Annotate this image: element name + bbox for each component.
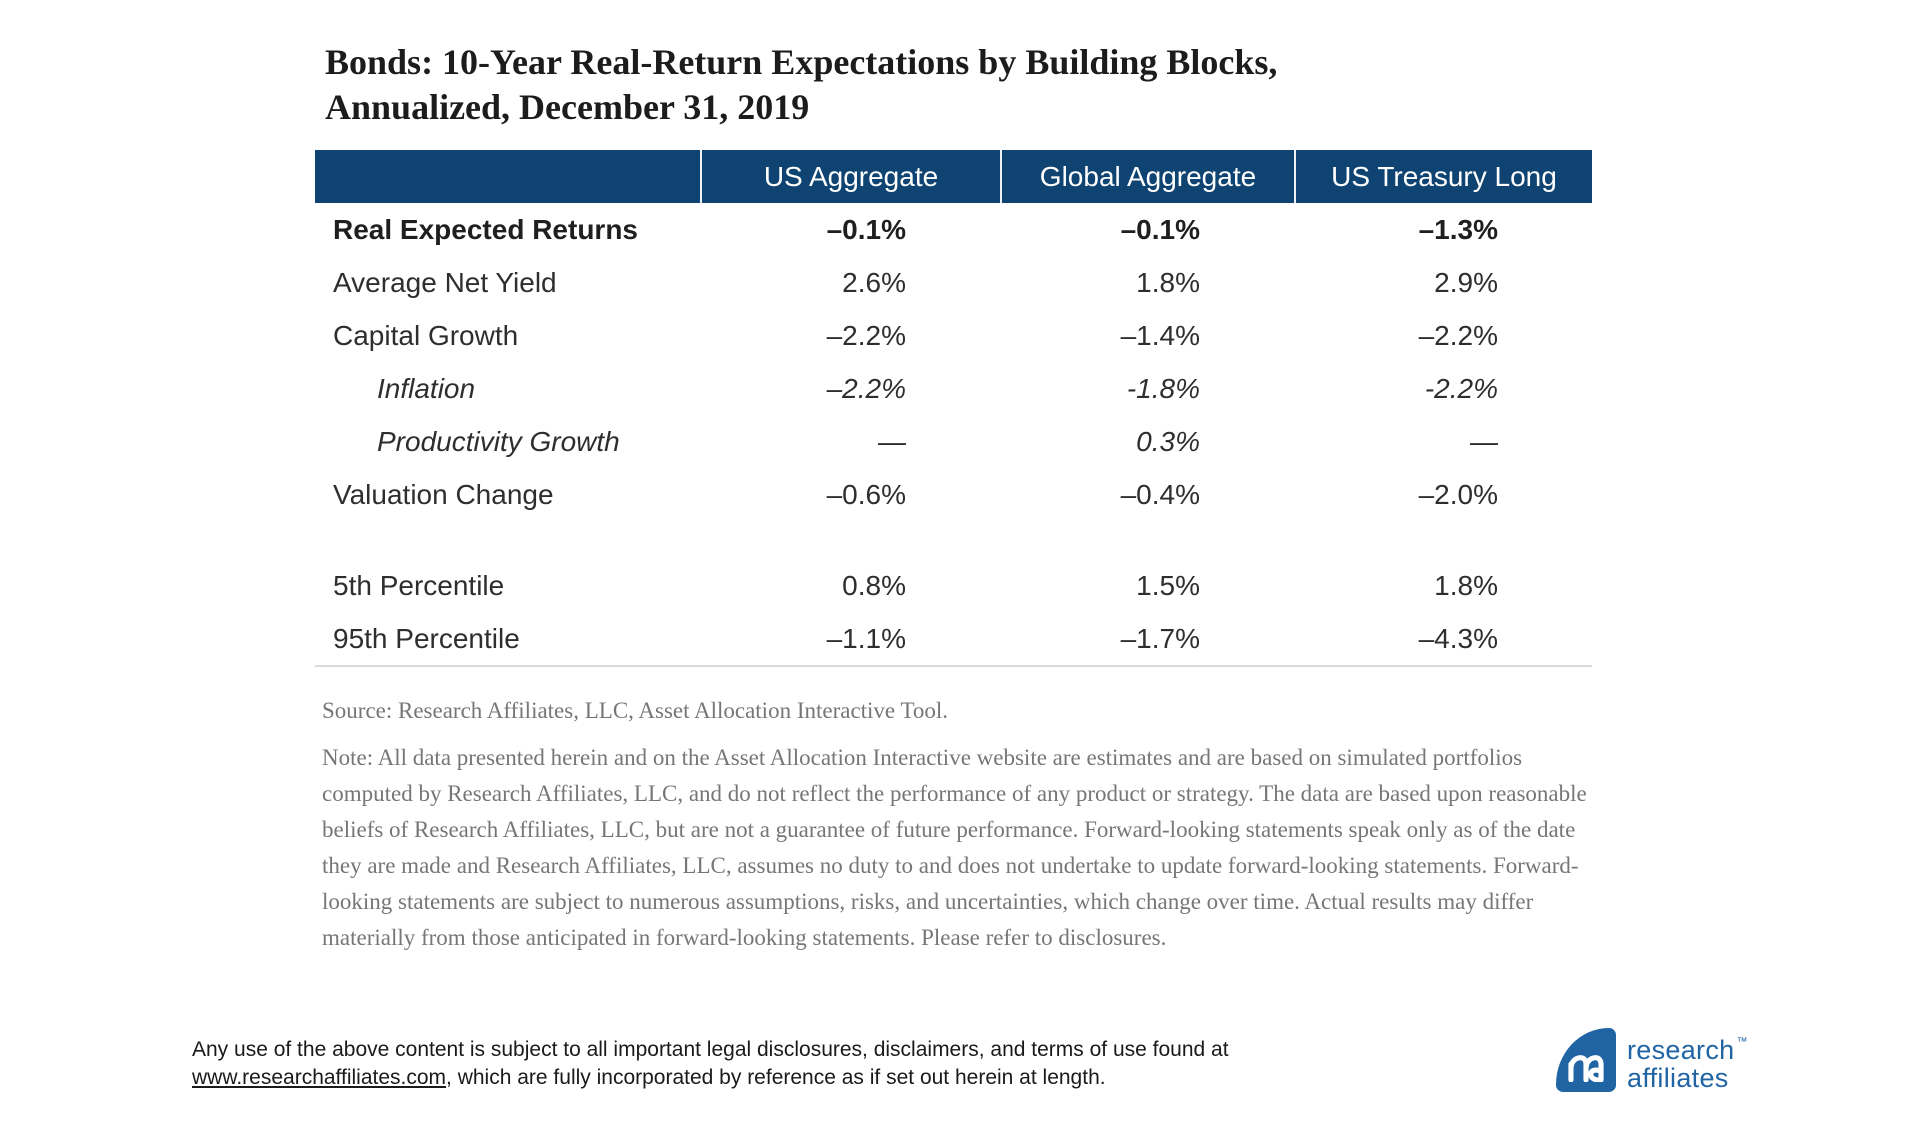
table-row: Capital Growth –2.2% –1.4% –2.2%	[315, 309, 1592, 362]
row-label: 95th Percentile	[333, 622, 520, 654]
cell-value: –1.1%	[826, 622, 906, 654]
column-header: US Aggregate	[700, 150, 1000, 203]
cell-value: 0.3%	[1136, 425, 1200, 457]
empty-header-cell	[315, 150, 700, 203]
table-row: Inflation –2.2% -1.8% -2.2%	[315, 362, 1592, 415]
footer-link[interactable]: www.researchaffiliates.com	[192, 1066, 447, 1089]
cell-value: –2.0%	[1418, 478, 1498, 510]
row-label: Average Net Yield	[333, 266, 557, 298]
ra-monogram-icon	[1556, 1028, 1616, 1092]
table-row: Average Net Yield 2.6% 1.8% 2.9%	[315, 256, 1592, 309]
source-note: Source: Research Affiliates, LLC, Asset …	[322, 698, 949, 723]
row-label: Valuation Change	[333, 478, 554, 510]
column-header: US Treasury Long	[1294, 150, 1592, 203]
page-title: Bonds: 10-Year Real-Return Expectations …	[325, 40, 1575, 130]
cell-value: –2.2%	[826, 372, 906, 404]
table-row: 5th Percentile 0.8% 1.5% 1.8%	[315, 559, 1592, 612]
logo-line-1: research ™	[1627, 1035, 1748, 1065]
cell-value: -1.8%	[1126, 372, 1200, 404]
logo-line-2: affiliates	[1627, 1063, 1729, 1093]
disclaimer-note: Note: All data presented herein and on t…	[322, 745, 1587, 950]
trademark-symbol: ™	[1736, 1036, 1748, 1048]
cell-value: 2.6%	[842, 266, 906, 298]
cell-value: —	[878, 425, 906, 457]
cell-value: 0.8%	[842, 569, 906, 601]
cell-value: –1.4%	[1120, 319, 1200, 351]
cell-value: –2.2%	[1418, 319, 1498, 351]
table-header-row: US Aggregate Global Aggregate US Treasury …	[315, 150, 1592, 203]
row-label: 5th Percentile	[333, 569, 505, 601]
table-row: Productivity Growth — 0.3% —	[315, 415, 1592, 468]
cell-value: –1.3%	[1418, 213, 1498, 245]
cell-value: –0.4%	[1120, 478, 1200, 510]
table-row: Real Expected Returns –0.1% –0.1% –1.3%	[315, 203, 1592, 256]
row-label: Capital Growth	[333, 319, 519, 351]
cell-value: –0.1%	[1120, 213, 1200, 245]
column-header: Global Aggregate	[1000, 150, 1294, 203]
logo-wordmark: research ™ affiliates	[1627, 1028, 1748, 1092]
footer-legal: Any use of the above content is subject …	[192, 1036, 1452, 1092]
cell-value: -2.2%	[1424, 372, 1498, 404]
cell-value: —	[1470, 425, 1498, 457]
row-label: Inflation	[377, 372, 476, 404]
row-label: Productivity Growth	[377, 425, 620, 457]
footer-text-2: , which are fully incorporated by refere…	[446, 1066, 1106, 1089]
cell-value: 1.5%	[1136, 569, 1200, 601]
returns-table: US Aggregate Global Aggregate US Treasury …	[315, 150, 1592, 667]
cell-value: –2.2%	[826, 319, 906, 351]
cell-value: –4.3%	[1418, 622, 1498, 654]
row-label: Real Expected Returns	[333, 213, 638, 245]
cell-value: 1.8%	[1136, 266, 1200, 298]
table-row: Valuation Change –0.6% –0.4% –2.0%	[315, 468, 1592, 521]
table-body: Real Expected Returns –0.1% –0.1% –1.3% Aver…	[315, 203, 1592, 667]
cell-value: 2.9%	[1434, 266, 1498, 298]
table-row: 95th Percentile –1.1% –1.7% –4.3%	[315, 612, 1592, 665]
cell-value: –0.1%	[826, 213, 906, 245]
title-line-2: Annualized, December 31, 2019	[325, 87, 810, 127]
research-affiliates-logo: research ™ affiliates	[1556, 1028, 1748, 1092]
cell-value: –1.7%	[1120, 622, 1200, 654]
footer-text-1: Any use of the above content is subject …	[192, 1038, 1229, 1061]
spacer-row	[315, 521, 1592, 559]
cell-value: 1.8%	[1434, 569, 1498, 601]
title-line-1: Bonds: 10-Year Real-Return Expectations …	[325, 42, 1278, 82]
cell-value: –0.6%	[826, 478, 906, 510]
